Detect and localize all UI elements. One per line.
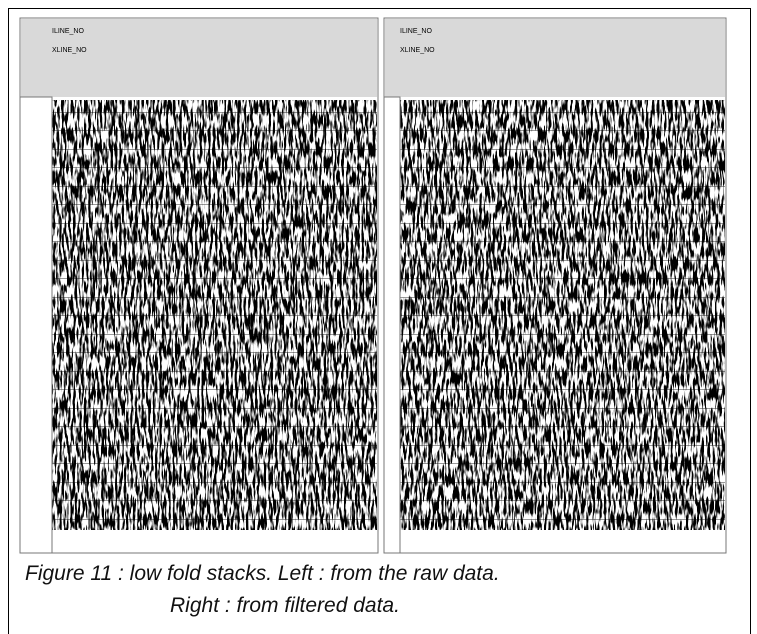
caption-line: Figure 11 : low fold stacks. Left : from… [25,562,500,585]
caption-line: Right : from filtered data. [170,594,400,617]
figure-image: ILINE_NO XLINE_NO ILINE_NO XLINE_NO [19,17,727,554]
xline-label: XLINE_NO [52,47,87,54]
figure-frame [8,8,751,634]
right-panel: ILINE_NO XLINE_NO [383,17,727,554]
iline-label: ILINE_NO [400,28,432,35]
iline-label: ILINE_NO [52,28,84,35]
xline-label: XLINE_NO [400,47,435,54]
left-panel: ILINE_NO XLINE_NO [19,17,379,554]
